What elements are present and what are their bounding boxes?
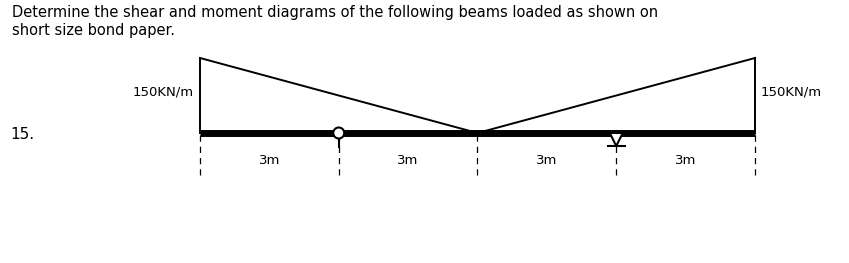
Text: 3m: 3m xyxy=(675,154,696,168)
Text: short size bond paper.: short size bond paper. xyxy=(12,23,175,38)
Circle shape xyxy=(334,128,344,139)
Polygon shape xyxy=(610,133,623,146)
Text: 15.: 15. xyxy=(10,128,34,143)
Text: 3m: 3m xyxy=(397,154,419,168)
Text: Determine the shear and moment diagrams of the following beams loaded as shown o: Determine the shear and moment diagrams … xyxy=(12,5,658,20)
Text: 3m: 3m xyxy=(537,154,558,168)
Text: 150KN/m: 150KN/m xyxy=(761,85,822,98)
Text: 150KN/m: 150KN/m xyxy=(133,85,194,98)
Text: 3m: 3m xyxy=(259,154,280,168)
